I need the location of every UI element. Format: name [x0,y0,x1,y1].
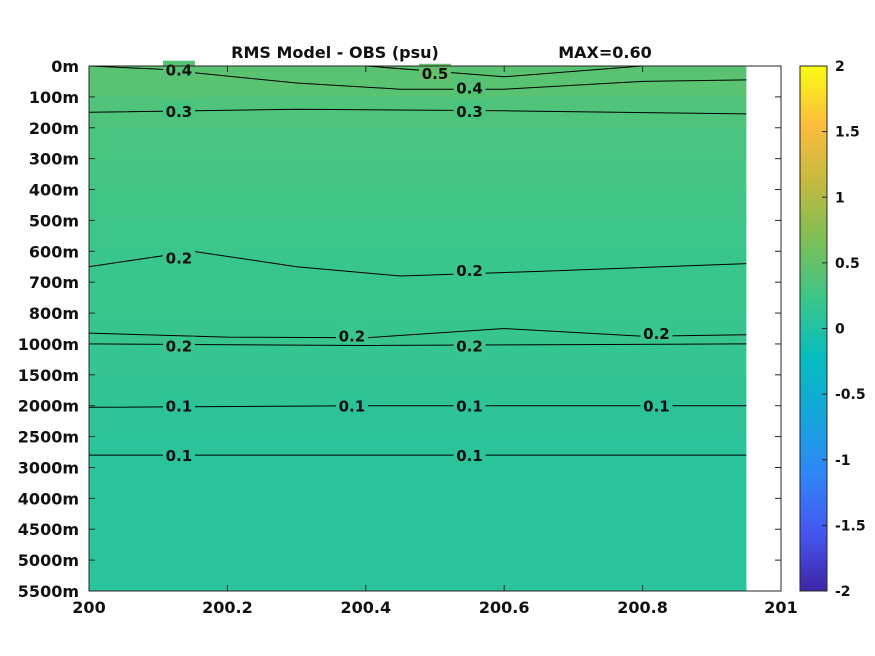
y-tick-label: 400m [29,181,79,200]
contour-label-bg [162,446,195,464]
contour-label-bg [453,396,486,414]
x-tick-label: 200.8 [617,598,668,617]
contour-label-bg [162,60,195,78]
field-band [89,436,747,468]
colorbar-tick-label: -1 [835,453,851,469]
field-band [89,127,747,160]
contour-label-bg [162,248,195,266]
y-tick-label: 500m [29,211,79,230]
y-tick-label: 2500m [18,428,79,447]
colorbar-ticks: -2 -1.5 -1 -0.5 0 0.5 1 1.5 2 [822,59,866,600]
field-band [89,220,747,252]
contour-line [365,65,643,78]
contour-label: 0.1 [166,398,193,416]
field-band [89,251,747,283]
y-tick-label: 1000m [18,335,79,354]
contour-label-bg [453,260,486,278]
plot-frame [88,65,782,592]
x-tick-label: 200.4 [340,598,391,617]
contour-label: 0.2 [456,337,483,355]
x-tick-label: 200 [72,598,105,617]
contour-lines: 0.4 0.4 0.5 0.3 0.3 0.2 0.2 0.2 0.2 0.2 0.2 0.1 0.1 0… [88,60,747,465]
field-band [89,282,747,314]
field-band [89,313,747,345]
contour-label-bg [162,101,195,119]
contour-label: 0.1 [339,398,366,416]
contour-label: 0.4 [166,62,193,80]
rms-field [89,66,747,592]
colorbar-tick-label: -2 [835,584,851,600]
y-tick-label: 5500m [18,582,79,601]
y-tick-label: 100m [29,88,79,107]
contour-label: 0.2 [643,325,670,343]
x-axis: 200 200.2 200.4 200.6 200.8 201 [72,66,798,617]
contour-label-bg [162,396,195,414]
y-tick-label: 3000m [18,458,79,477]
contour-label: 0.3 [456,103,483,121]
colorbar-tick-label: -0.5 [835,387,866,403]
contour-label-bg [335,396,368,414]
field-band [89,189,747,221]
contour-label-bg [453,101,486,119]
contour-label-bg [640,324,673,342]
field-band [89,158,747,191]
colorbar-tick-label: 2 [835,59,845,75]
contour-label: 0.3 [166,103,193,121]
contour-label-bg [453,446,486,464]
colorbar-tick-label: 1.5 [835,125,860,141]
x-tick-label: 200.2 [202,598,253,617]
y-tick-label: 800m [29,304,79,323]
contour-label-bg [162,336,195,354]
contour-label: 0.2 [166,337,193,355]
y-tick-label: 4500m [18,520,79,539]
contour-label: 0.1 [456,447,483,465]
field-band [89,467,747,499]
x-tick-label: 201 [764,598,797,617]
contour-label-bg [453,336,486,354]
contour-label: 0.2 [456,262,483,280]
contour-label-bg [419,63,451,81]
colorbar-tick-label: 1 [835,190,845,206]
field-band [89,343,747,376]
chart-title: RMS Model - OBS (psu) [231,43,439,62]
y-tick-label: 5000m [18,551,79,570]
contour-label-bg [335,326,368,344]
field-band [89,405,747,438]
field-band [89,374,747,407]
field-band [89,498,747,530]
max-annotation: MAX=0.60 [558,43,652,62]
y-tick-label: 200m [29,119,79,138]
y-tick-label: 300m [29,150,79,169]
field-band [89,529,747,561]
y-tick-label: 4000m [18,489,79,508]
y-tick-label: 2000m [18,397,79,416]
colorbar-tick-label: 0.5 [835,256,860,272]
contour-label: 0.2 [166,249,193,267]
y-tick-label: 1500m [18,366,79,385]
contour-label: 0.1 [643,398,670,416]
contour-label: 0.1 [456,398,483,416]
contour-label: 0.1 [166,447,193,465]
contour-line [88,65,747,90]
contour-label: 0.4 [456,80,483,98]
x-tick-label: 200.6 [479,598,530,617]
field-band [89,560,747,592]
contour-label: 0.5 [422,65,449,83]
contour-label-bg [453,78,486,96]
colorbar-tick-label: -1.5 [835,518,866,534]
contour-label-bg [640,396,673,414]
y-axis: 0m 100m 200m 300m 400m 500m 600m 700m 800m 1000m 1… [18,57,781,601]
contour-label: 0.2 [339,327,366,345]
y-tick-label: 700m [29,273,79,292]
y-tick-label: 0m [51,57,79,76]
y-tick-label: 600m [29,242,79,261]
colorbar-tick-label: 0 [835,322,845,338]
